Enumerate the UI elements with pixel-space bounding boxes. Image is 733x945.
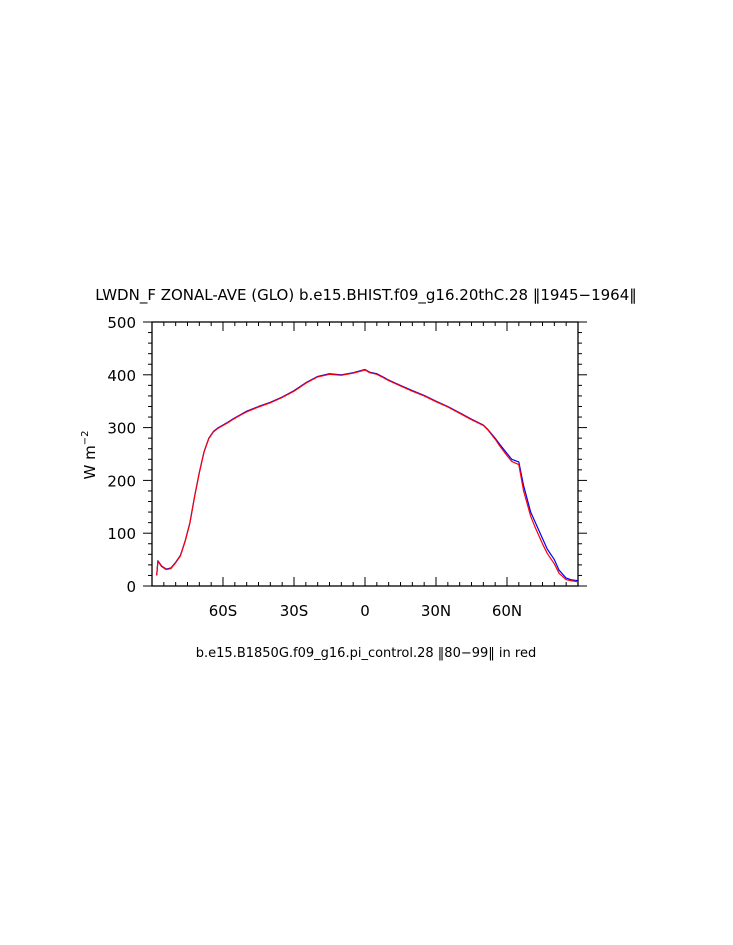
chart-subtitle: b.e15.B1850G.f09_g16.pi_control.28 ‖80−9… — [196, 646, 536, 661]
y-tick-label: 0 — [126, 578, 136, 596]
x-tick-label: 30N — [421, 602, 451, 620]
y-tick-label: 200 — [107, 472, 136, 490]
series-line-2 — [156, 369, 579, 583]
y-tick-label: 400 — [107, 367, 136, 385]
y-tick-label: 300 — [107, 420, 136, 438]
x-tick-label: 60N — [492, 602, 522, 620]
x-tick-label: 0 — [360, 602, 370, 620]
y-axis-title: W m−2 — [80, 431, 99, 480]
plot-frame — [151, 321, 579, 587]
y-tick-label: 500 — [107, 314, 136, 332]
y-axis-label-base: W m — [81, 445, 99, 479]
x-tick-label: 60S — [209, 602, 238, 620]
series-line-1 — [156, 368, 579, 582]
y-tick-label: 100 — [107, 525, 136, 543]
y-axis-label: W m−2 — [80, 431, 99, 480]
y-axis-label-exponent: −2 — [80, 431, 91, 446]
series-group — [156, 368, 579, 583]
x-tick-label: 30S — [280, 602, 309, 620]
chart-title: LWDN_F ZONAL-AVE (GLO) b.e15.BHIST.f09_g… — [95, 286, 637, 305]
axes: 60S 30S 0 30N 60N 0 100 200 300 400 500 — [107, 314, 587, 620]
